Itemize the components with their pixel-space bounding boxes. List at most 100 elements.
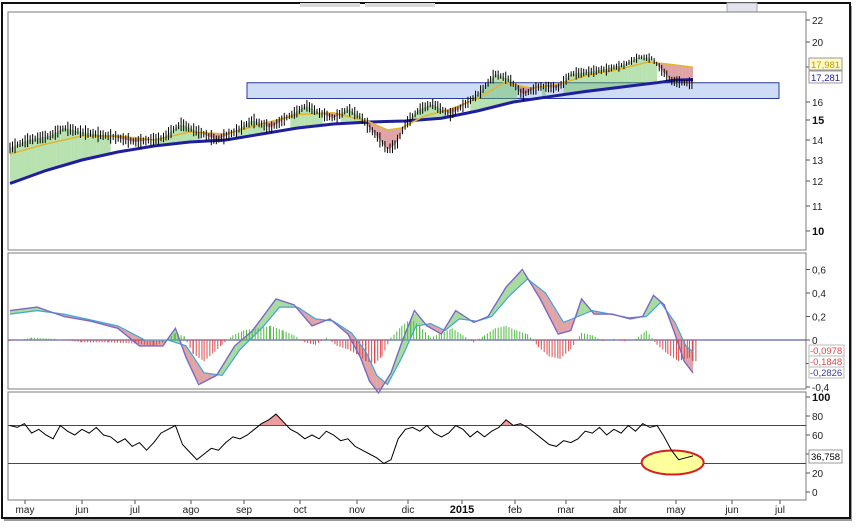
band-fill bbox=[606, 67, 611, 89]
toolbar-fragment bbox=[300, 3, 360, 7]
macd-fill bbox=[35, 307, 39, 311]
price-axis-tick: 15 bbox=[812, 115, 824, 127]
macd-fill bbox=[506, 283, 510, 300]
price-value-box bbox=[808, 70, 843, 84]
band-fill bbox=[646, 57, 650, 85]
band-fill bbox=[387, 129, 392, 150]
macd-fill bbox=[509, 279, 514, 296]
band-fill bbox=[27, 139, 32, 177]
macd-fill bbox=[657, 298, 661, 306]
toolbar-control[interactable] bbox=[726, 2, 758, 13]
macd-fill bbox=[146, 340, 151, 346]
band-fill bbox=[495, 74, 499, 107]
band-fill bbox=[10, 146, 14, 184]
macd-fill bbox=[559, 316, 564, 334]
band-fill bbox=[63, 128, 68, 166]
macd-fill bbox=[276, 298, 280, 312]
macd-fill bbox=[358, 342, 363, 363]
rsi-overbought-fill bbox=[272, 415, 275, 426]
price-value-label: 17,981 bbox=[811, 60, 840, 71]
macd-value-label: -0,0978 bbox=[810, 346, 842, 357]
band-fill bbox=[92, 133, 97, 158]
macd-fill bbox=[675, 322, 679, 345]
x-axis-tick: may bbox=[16, 505, 35, 516]
band-fill bbox=[20, 141, 25, 180]
x-axis-tick: may bbox=[667, 505, 686, 516]
band-fill bbox=[45, 136, 50, 171]
x-axis-tick: dic bbox=[402, 505, 415, 516]
macd-fill bbox=[196, 362, 201, 384]
callout-ellipse bbox=[640, 449, 705, 476]
band-fill bbox=[585, 71, 589, 92]
macd-fill bbox=[225, 354, 230, 371]
price-axis-tick: 10 bbox=[812, 226, 824, 238]
macd-fill bbox=[204, 372, 208, 382]
band-fill bbox=[649, 58, 654, 84]
band-fill bbox=[254, 120, 259, 136]
macd-fill bbox=[200, 367, 205, 384]
rsi-overbought-fill bbox=[276, 414, 278, 426]
rsi-axis-tick: 0 bbox=[812, 488, 818, 499]
macd-fill bbox=[373, 367, 377, 391]
rsi-overbought-fill bbox=[281, 419, 284, 426]
macd-fill bbox=[491, 304, 496, 317]
price-axis-tick: 20 bbox=[812, 38, 824, 49]
x-axis-tick: jul bbox=[129, 505, 140, 516]
macd-axis-tick: 0,6 bbox=[812, 266, 826, 277]
macd-fill bbox=[689, 348, 693, 373]
price-axis-tick: 12 bbox=[812, 177, 824, 188]
band-fill bbox=[480, 87, 485, 111]
band-fill bbox=[570, 73, 575, 94]
macd-plot: 0,60,40,20-0,2-0,4-0,0978-0,1848-0,2826 bbox=[8, 266, 845, 395]
band-fill bbox=[60, 128, 64, 167]
rsi-line bbox=[9, 413, 694, 465]
band-fill bbox=[311, 108, 316, 127]
band-fill bbox=[380, 126, 384, 146]
band-fill bbox=[107, 135, 111, 155]
band-fill bbox=[588, 71, 593, 92]
band-fill bbox=[186, 126, 190, 143]
macd-fill bbox=[376, 375, 381, 391]
rsi-panel bbox=[7, 391, 807, 501]
macd-fill bbox=[157, 340, 161, 346]
rsi-axis-tick: 20 bbox=[812, 469, 824, 480]
macd-value-label: -0,1848 bbox=[810, 357, 842, 368]
band-fill bbox=[31, 138, 36, 176]
band-fill bbox=[247, 121, 251, 137]
band-fill bbox=[599, 69, 604, 90]
macd-fill bbox=[452, 310, 456, 325]
band-fill bbox=[89, 133, 93, 159]
band-fill bbox=[639, 57, 643, 85]
band-fill bbox=[99, 134, 104, 156]
rsi-value-label: 36,758 bbox=[811, 452, 840, 463]
x-axis-tick: sep bbox=[236, 505, 253, 516]
band-fill bbox=[81, 132, 86, 160]
rsi-value-box bbox=[808, 449, 843, 464]
macd-fill bbox=[150, 340, 154, 346]
macd-fill bbox=[563, 320, 568, 333]
macd-fill bbox=[143, 339, 147, 346]
macd-axis-tick: 0,2 bbox=[812, 313, 826, 324]
band-fill bbox=[373, 123, 377, 136]
price-axis-tick: 13 bbox=[812, 156, 824, 167]
x-axis-tick: jun bbox=[74, 505, 88, 516]
x-axis-tick: 2015 bbox=[450, 504, 474, 516]
macd-fill bbox=[459, 312, 463, 320]
band-fill bbox=[613, 66, 618, 88]
band-fill bbox=[506, 77, 510, 104]
rsi-overbought-fill bbox=[268, 418, 271, 426]
band-fill bbox=[67, 128, 72, 165]
macd-axis-tick: 0 bbox=[812, 336, 818, 347]
macd-fill bbox=[538, 287, 543, 303]
band-fill bbox=[603, 68, 607, 90]
band-fill bbox=[635, 57, 640, 86]
macd-fill bbox=[567, 319, 571, 332]
macd-fill bbox=[362, 347, 366, 372]
band-fill bbox=[488, 78, 492, 109]
macd-value-box bbox=[808, 366, 845, 379]
macd-axis-tick: -0,4 bbox=[812, 383, 830, 394]
band-fill bbox=[13, 144, 18, 182]
price-axis-tick: 14 bbox=[812, 136, 824, 147]
band-fill bbox=[430, 104, 435, 120]
